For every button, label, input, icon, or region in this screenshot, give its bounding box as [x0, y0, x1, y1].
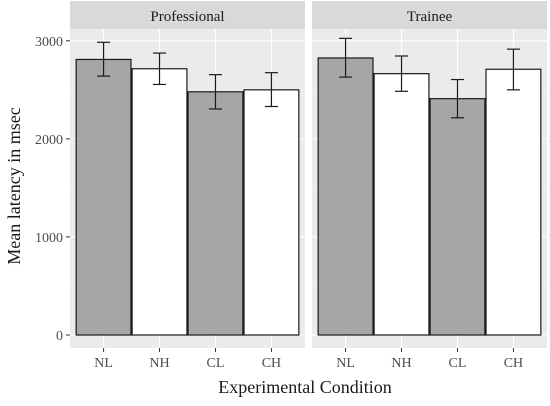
- x-tick-label: NL: [94, 356, 113, 371]
- bars: [75, 57, 542, 336]
- bar-cl: [187, 91, 244, 336]
- y-axis-title: Mean latency in msec: [4, 107, 24, 264]
- y-tick-label: 0: [56, 329, 63, 344]
- x-axis-title: Experimental Condition: [218, 377, 391, 397]
- y-tick-label: 3000: [35, 35, 63, 50]
- facet-strip: [70, 1, 305, 29]
- facet-label: Trainee: [407, 9, 453, 25]
- error-bars: [97, 37, 520, 119]
- bar-nh: [131, 68, 188, 336]
- x-tick-label: NL: [336, 356, 355, 371]
- y-tick-label: 1000: [35, 231, 63, 246]
- bar-cl: [429, 98, 486, 336]
- x-tick-label: NH: [149, 356, 169, 371]
- bar-ch: [485, 68, 542, 336]
- y-tick-label: 2000: [35, 133, 63, 148]
- x-tick-label: CH: [504, 356, 523, 371]
- bar-nl: [75, 58, 132, 336]
- x-tick-label: CH: [262, 356, 281, 371]
- x-tick-label: CL: [449, 356, 467, 371]
- facet-strip: [312, 1, 547, 29]
- bar-nh: [373, 73, 430, 336]
- facet-label: Professional: [150, 9, 224, 25]
- bar-nl: [317, 57, 374, 336]
- axes: NL NH CL CH NL NH CL CH 0 1000 2000 3000: [35, 35, 523, 371]
- bar-ch: [243, 89, 300, 336]
- x-tick-label: NH: [391, 356, 411, 371]
- x-tick-label: CL: [207, 356, 225, 371]
